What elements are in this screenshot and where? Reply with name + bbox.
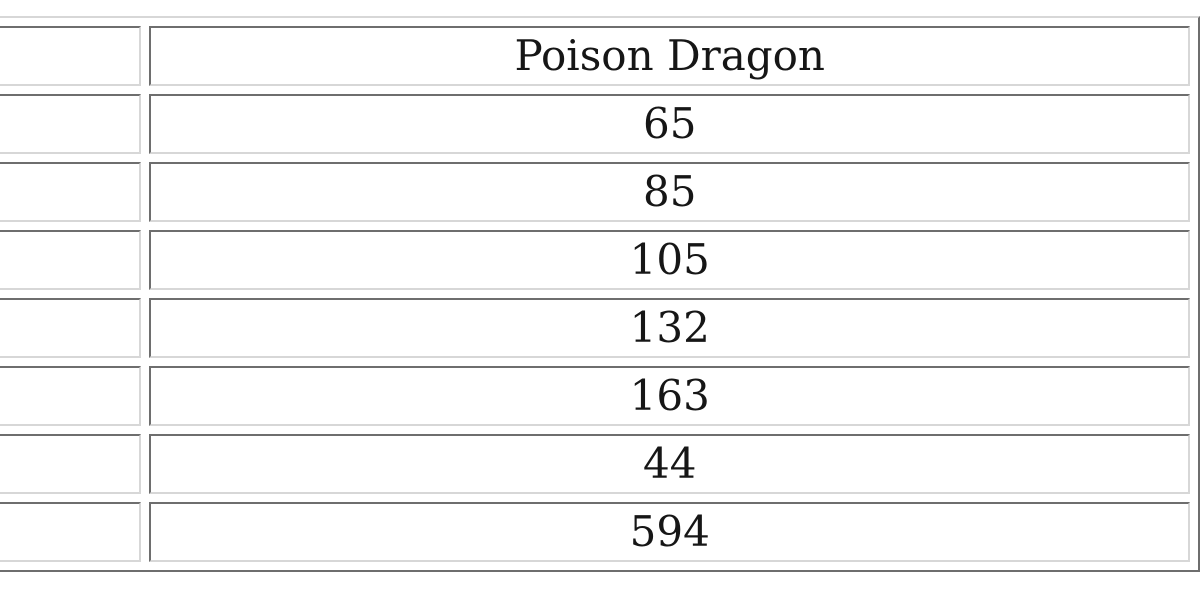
table-row: 44 [0, 434, 1190, 494]
row-value-cell: 594 [149, 502, 1190, 562]
row-label-cell [0, 230, 142, 290]
stats-table: Poison Dragon 65 85 105 132 163 [0, 16, 1200, 572]
table-row: 65 [0, 94, 1190, 154]
table-row: 132 [0, 298, 1190, 358]
row-label-cell [0, 162, 142, 222]
header-label-cell [0, 26, 142, 86]
table-header-row: Poison Dragon [0, 26, 1190, 86]
row-value-cell: 132 [149, 298, 1190, 358]
row-value-cell: 163 [149, 366, 1190, 426]
row-label-cell [0, 502, 142, 562]
row-label-cell [0, 94, 142, 154]
row-value-cell: 44 [149, 434, 1190, 494]
table-row: 85 [0, 162, 1190, 222]
row-value-cell: 65 [149, 94, 1190, 154]
row-label-cell [0, 298, 142, 358]
table-row: 163 [0, 366, 1190, 426]
table-row: 105 [0, 230, 1190, 290]
row-label-cell [0, 434, 142, 494]
stats-table-container: Poison Dragon 65 85 105 132 163 [0, 16, 1200, 572]
header-cell-poison-dragon: Poison Dragon [149, 26, 1190, 86]
row-value-cell: 85 [149, 162, 1190, 222]
table-row: 594 [0, 502, 1190, 562]
row-label-cell [0, 366, 142, 426]
row-value-cell: 105 [149, 230, 1190, 290]
